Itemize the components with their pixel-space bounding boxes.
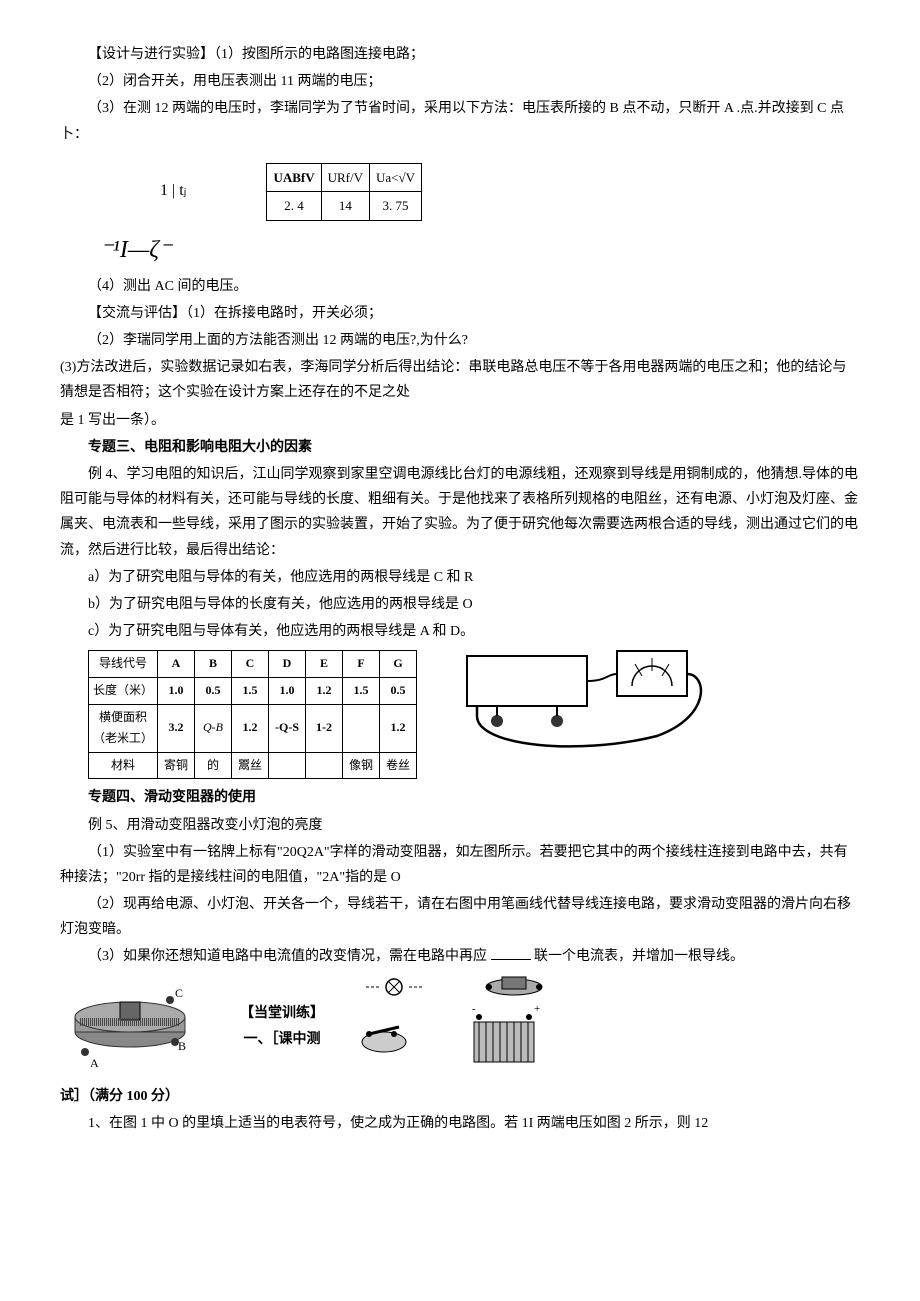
wt-r2c3: 鬻丝 [232,752,269,779]
topic-3-heading: 专题三、电阻和影响电阻大小的因素 [60,435,860,460]
wire-table: 导线代号 A B C D E F G 长度（米） 1.0 0.5 1.5 1.0… [88,650,417,779]
wire-table-figure-row: 导线代号 A B C D E F G 长度（米） 1.0 0.5 1.5 1.0… [60,646,860,783]
vtable-r3: 3. 75 [370,192,422,220]
wt-r1c2: Q-B [195,704,232,752]
wt-r1c6 [343,704,380,752]
table-row: 材料 寄铜 的 鬻丝 像钢 卷丝 [89,752,417,779]
wt-r2c2: 的 [195,752,232,779]
training-heading-block: 【当堂训练】 一、［课中测 [240,1001,324,1051]
vtable-r2: 14 [321,192,369,220]
formula-label: 1 | tⱼ [160,177,186,206]
vtable-r1: 2. 4 [267,192,321,220]
question-1: 1、在图 1 中 O 的里填上适当的电表符号，使之成为正确的电路图。若 1I 两… [60,1111,860,1136]
formula-table-row: 1 | tⱼ UABfV URf/V Ua<√V 2. 4 14 3. 75 [60,159,860,225]
wt-h0: 导线代号 [89,651,158,678]
design-exp-1: 【设计与进行实验】（1）按图所示的电路图连接电路； [60,42,860,67]
table-row: 导线代号 A B C D E F G [89,651,417,678]
table-row: 长度（米） 1.0 0.5 1.5 1.0 1.2 1.5 0.5 [89,677,417,704]
wt-r2c6: 像钢 [343,752,380,779]
table-row: 2. 4 14 3. 75 [267,192,422,220]
wt-r0c7: 0.5 [380,677,417,704]
wt-h1: A [158,651,195,678]
test-score-line: 试］（满分 100 分） [60,1084,860,1109]
wt-r0c3: 1.5 [232,677,269,704]
voltage-table: UABfV URf/V Ua<√V 2. 4 14 3. 75 [266,163,422,221]
design-exp-3: （3）在测 12 两端的电压时，李瑞同学为了节省时间，采用以下方法：电压表所接的… [60,96,860,146]
design-exp-2: （2）闭合开关，用电压表测出 11 两端的电压； [60,69,860,94]
training-heading: 【当堂训练】 [240,1001,324,1026]
vtable-h2: URf/V [321,163,369,191]
topic-4-heading: 专题四、滑动变阻器的使用 [60,785,860,810]
wt-h3: C [232,651,269,678]
wt-h7: G [380,651,417,678]
wt-r0c5: 1.2 [306,677,343,704]
svg-text:-: - [472,1003,476,1015]
example-4c: c）为了研究电阻与导体有关，他应选用的两根导线是 A 和 D。 [60,619,860,644]
vtable-h3: Ua<√V [370,163,422,191]
bottom-figures-row: A B C 【当堂训练】 一、［课中测 - + [60,972,860,1082]
table-row: UABfV URf/V Ua<√V [267,163,422,191]
wt-r0c6: 1.5 [343,677,380,704]
design-exp-4: （4）测出 AC 间的电压。 [60,274,860,299]
circuit-experiment-figure [457,646,717,756]
rheostat-label-b: B [178,1039,186,1053]
wt-r0c2: 0.5 [195,677,232,704]
wt-r2c1: 寄铜 [158,752,195,779]
example-5-2: （2）现再给电源、小灯泡、开关各一个，导线若干，请在右图中用笔画线代替导线连接电… [60,892,860,942]
wt-r0c1: 1.0 [158,677,195,704]
example-5-1: （1）实验室中有一铭牌上标有"20Q2A"字样的滑动变阻器，如左图所示。若要把它… [60,840,860,890]
rheostat-label-c: C [175,986,183,1000]
example-4b: b）为了研究电阻与导体的长度有关，他应选用的两根导线是 O [60,592,860,617]
wt-r2c4 [269,752,306,779]
wt-r1c3: 1.2 [232,704,269,752]
wt-r1c0: 横便面积 （老米工） [89,704,158,752]
eval-3: (3)方法改进后，实验数据记录如右表，李海同学分析后得出结论：串联电路总电压不等… [60,355,860,405]
wt-h2: B [195,651,232,678]
eval-2: （2）李瑞同学用上面的方法能否测出 12 两端的电压?,为什么? [60,328,860,353]
eval-3b: 是 1 写出一条）。 [60,408,860,433]
components-figure: - + [344,972,564,1082]
rheostat-label-a: A [90,1056,99,1070]
svg-text:+: + [534,1003,540,1015]
table-row: 横便面积 （老米工） 3.2 Q-B 1.2 -Q-S 1-2 1.2 [89,704,417,752]
wt-r1c5: 1-2 [306,704,343,752]
wt-h4: D [269,651,306,678]
eval-1: 【交流与评估】（1）在拆接电路时，开关必须； [60,301,860,326]
wt-r2c0: 材料 [89,752,158,779]
wt-h6: F [343,651,380,678]
rheostat-figure: A B C [60,972,220,1082]
wt-r2c5 [306,752,343,779]
wt-r2c7: 卷丝 [380,752,417,779]
wt-r0c0: 长度（米） [89,677,158,704]
example-4: 例 4、学习电阻的知识后，江山同学观察到家里空调电源线比台灯的电源线粗，还观察到… [60,462,860,563]
wt-r1c1: 3.2 [158,704,195,752]
example-4a: a）为了研究电阻与导体的有关，他应选用的两根导线是 C 和 R [60,565,860,590]
ex5-3-a: （3）如果你还想知道电路中电流值的改变情况，需在电路中再应 [88,949,487,964]
blank-line [491,959,531,960]
example-5: 例 5、用滑动变阻器改变小灯泡的亮度 [60,813,860,838]
ex5-3-b: 联一个电流表，并增加一根导线。 [534,949,744,964]
wt-r1c4: -Q-S [269,704,306,752]
vtable-h1: UABfV [267,163,321,191]
zeta-formula: ⁻¹I—ζ⁻ [100,229,860,272]
wt-h5: E [306,651,343,678]
wt-r0c4: 1.0 [269,677,306,704]
wt-r1c7: 1.2 [380,704,417,752]
section-1-heading: 一、［课中测 [240,1027,324,1052]
example-5-3: （3）如果你还想知道电路中电流值的改变情况，需在电路中再应 联一个电流表，并增加… [60,944,860,969]
